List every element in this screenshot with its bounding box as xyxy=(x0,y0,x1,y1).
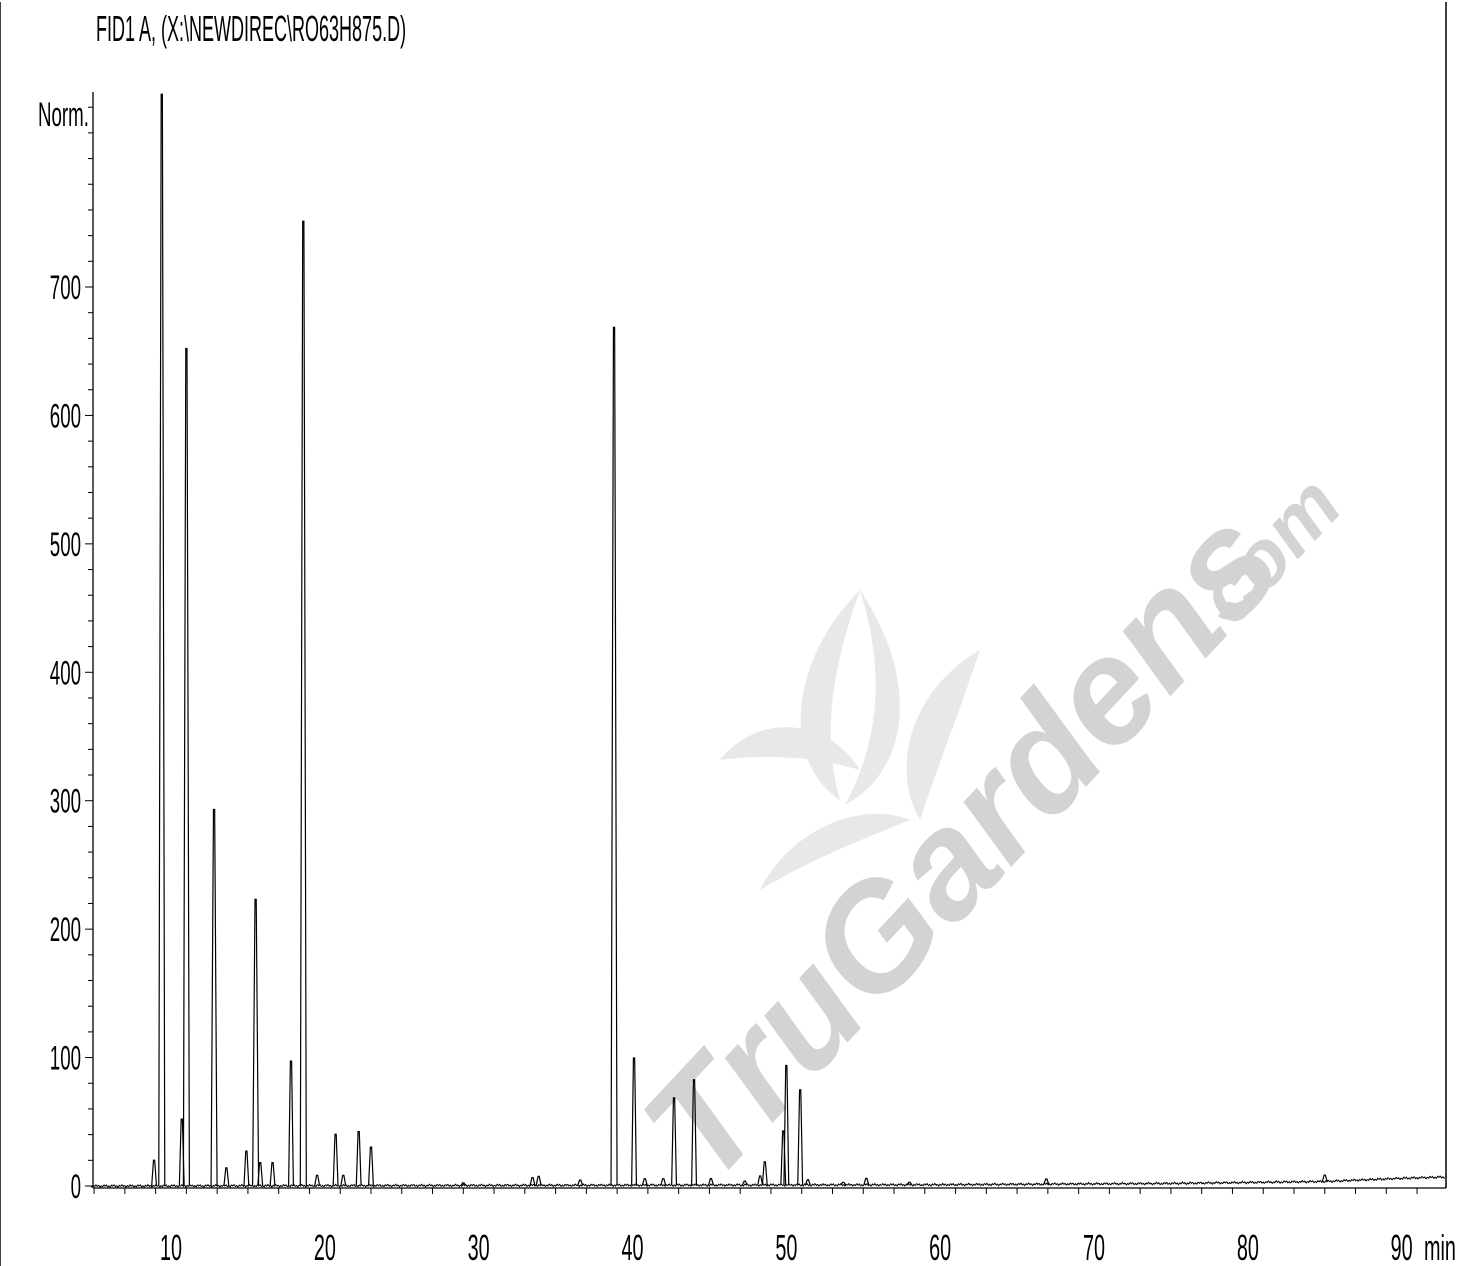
y-tick-label: 500 xyxy=(50,525,81,563)
y-tick-label: 0 xyxy=(71,1167,81,1205)
chromatogram-peak xyxy=(535,1175,542,1186)
trugardens-watermark-logo: TruGardens .com xyxy=(611,470,1358,1212)
x-unit-label: min xyxy=(1424,1229,1456,1266)
chromatogram-peak xyxy=(631,1057,638,1186)
chromatogram-peak xyxy=(906,1181,913,1186)
x-tick-label: 20 xyxy=(314,1229,336,1266)
chromatogram-peak xyxy=(287,1060,294,1186)
chromatogram-peak xyxy=(863,1177,870,1185)
y-tick-label: 700 xyxy=(50,268,81,306)
x-tick-label: 30 xyxy=(468,1229,490,1266)
chromatogram-peak xyxy=(367,1146,374,1186)
chromatogram-peak xyxy=(671,1097,678,1186)
chromatogram-peak xyxy=(269,1162,276,1186)
chromatogram-peak xyxy=(340,1174,347,1186)
y-axis-label: Norm. xyxy=(38,96,89,134)
x-tick-label: 40 xyxy=(621,1229,643,1266)
chromatogram-peak xyxy=(660,1178,667,1186)
chromatogram-peak xyxy=(151,1159,158,1186)
chromatogram-peak xyxy=(332,1133,339,1186)
y-tick-label: 300 xyxy=(50,782,81,820)
chromatogram-peak xyxy=(707,1178,714,1186)
x-tick-label: 90 xyxy=(1391,1229,1413,1266)
x-tick-label: 50 xyxy=(775,1229,797,1266)
chromatogram-peak xyxy=(223,1167,230,1186)
chromatogram-peak xyxy=(757,1175,764,1186)
x-tick-label: 80 xyxy=(1237,1229,1259,1266)
x-tick-label: 60 xyxy=(929,1229,951,1266)
baseline-trace xyxy=(90,1175,1446,1188)
chromatogram-peak xyxy=(804,1179,811,1186)
chromatogram-peak xyxy=(1321,1174,1328,1182)
chromatogram-peak xyxy=(182,347,190,1186)
chromatogram-peak xyxy=(797,1089,804,1185)
y-tick-label: 400 xyxy=(50,653,81,691)
y-tick-label: 200 xyxy=(50,910,81,948)
chromatogram-peak xyxy=(610,326,618,1186)
x-tick-label: 10 xyxy=(160,1229,182,1266)
x-tick-label: 70 xyxy=(1083,1229,1105,1266)
chromatogram-peak xyxy=(252,898,260,1186)
chromatogram-peak xyxy=(1043,1178,1050,1185)
chromatogram-peak xyxy=(210,808,218,1186)
chromatogram-peak xyxy=(641,1178,648,1186)
y-tick-label: 100 xyxy=(50,1039,81,1077)
chromatogram-peak xyxy=(257,1162,264,1186)
chromatogram-peak xyxy=(783,1064,790,1185)
chromatogram-peak xyxy=(460,1182,467,1186)
chromatogram-peak xyxy=(243,1150,250,1186)
chromatogram-peak xyxy=(761,1161,768,1186)
chromatogram-peak xyxy=(577,1179,584,1186)
chromatogram-peak xyxy=(299,220,307,1186)
chromatogram-peak xyxy=(691,1079,698,1186)
chromatogram-peak xyxy=(314,1174,321,1186)
chromatogram-peak xyxy=(158,93,166,1186)
chromatogram-peak xyxy=(840,1181,847,1186)
axes: 0 100 200 300 400 500 600 700 10 20 30 40 50 60 70 80 90… xyxy=(50,92,1456,1266)
trace-group xyxy=(90,93,1446,1188)
chromatogram-peak xyxy=(355,1131,362,1186)
y-tick-label: 600 xyxy=(50,396,81,434)
chart-title: FID1 A, (X:\NEWDIREC\RO63H875.D) xyxy=(96,8,407,49)
chromatogram-peak xyxy=(529,1177,536,1186)
chromatogram-peak xyxy=(741,1180,748,1186)
